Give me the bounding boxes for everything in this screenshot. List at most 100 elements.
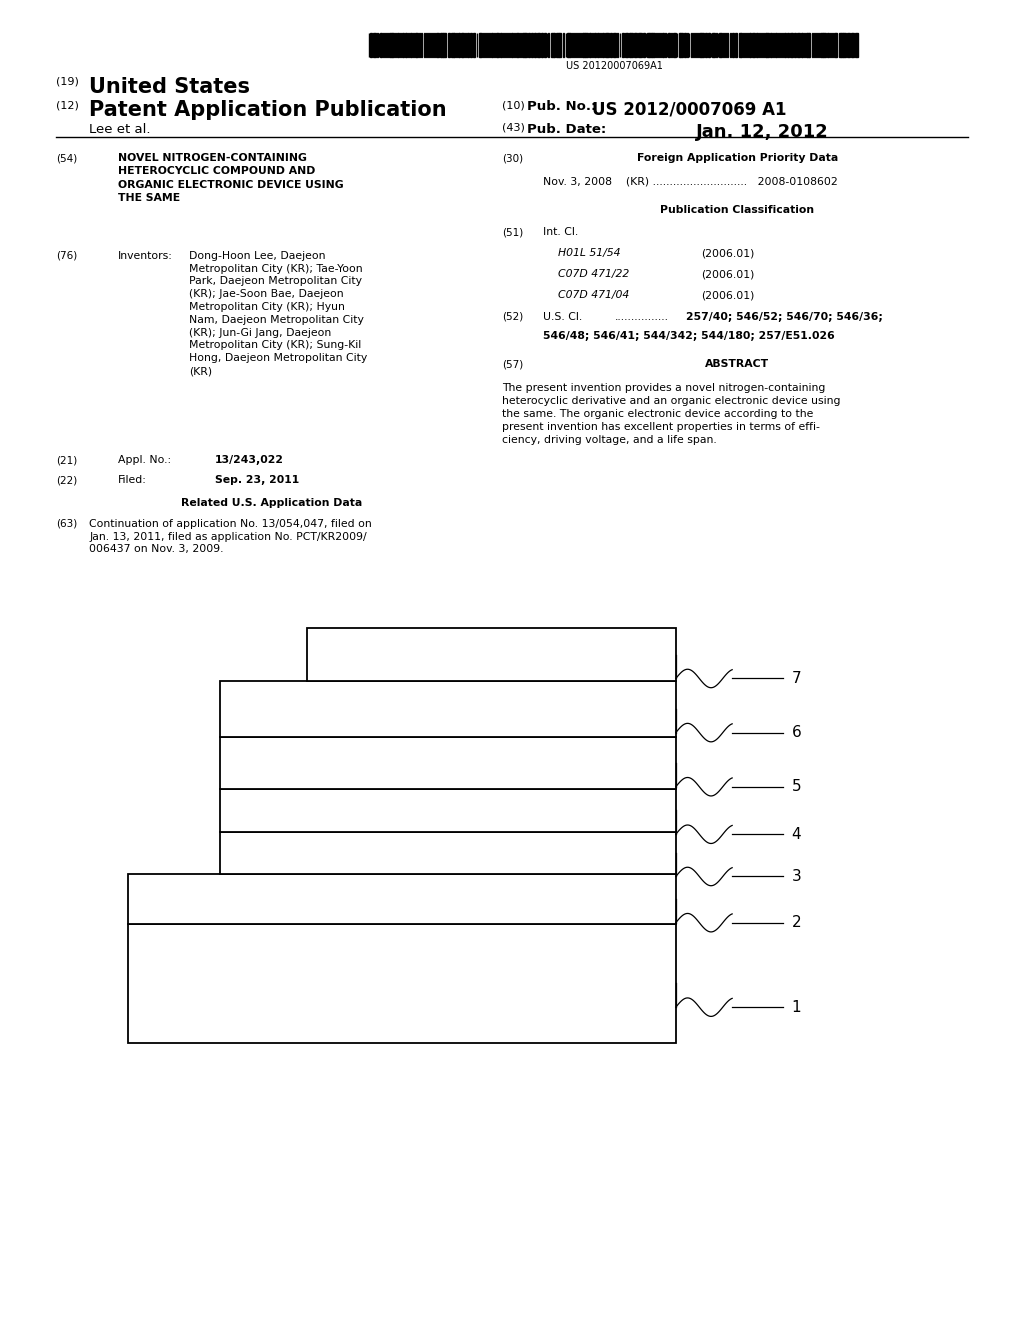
Bar xyxy=(447,33,451,57)
Bar xyxy=(525,33,526,57)
Bar xyxy=(847,33,850,57)
Bar xyxy=(551,33,554,57)
Bar xyxy=(735,33,737,57)
Bar xyxy=(607,33,609,57)
Bar xyxy=(855,33,858,57)
Text: (54): (54) xyxy=(56,153,78,164)
Bar xyxy=(597,33,599,57)
Bar xyxy=(732,33,734,57)
Bar xyxy=(766,33,769,57)
Text: 5: 5 xyxy=(792,779,801,795)
Bar xyxy=(774,33,777,57)
Bar xyxy=(463,33,464,57)
Text: (51): (51) xyxy=(502,227,523,238)
Bar xyxy=(701,33,705,57)
Text: Foreign Application Priority Data: Foreign Application Priority Data xyxy=(637,153,838,164)
Bar xyxy=(397,33,399,57)
Text: (22): (22) xyxy=(56,475,78,486)
Bar xyxy=(443,33,446,57)
Bar xyxy=(625,33,627,57)
Bar xyxy=(784,33,786,57)
Text: 4: 4 xyxy=(792,826,801,842)
Bar xyxy=(514,33,515,57)
Bar xyxy=(727,33,728,57)
Bar xyxy=(629,33,630,57)
Text: (57): (57) xyxy=(502,359,523,370)
Text: Continuation of application No. 13/054,047, filed on
Jan. 13, 2011, filed as app: Continuation of application No. 13/054,0… xyxy=(89,519,372,554)
Text: (30): (30) xyxy=(502,153,523,164)
Bar xyxy=(548,33,549,57)
Bar xyxy=(756,33,758,57)
Bar xyxy=(516,33,519,57)
Bar xyxy=(486,33,488,57)
Text: United States: United States xyxy=(89,77,250,96)
Text: (52): (52) xyxy=(502,312,523,322)
Bar xyxy=(716,33,717,57)
Bar xyxy=(671,33,673,57)
Bar xyxy=(665,33,666,57)
Bar xyxy=(421,33,423,57)
Text: US 2012/0007069 A1: US 2012/0007069 A1 xyxy=(592,100,786,119)
Bar xyxy=(402,33,404,57)
Text: (76): (76) xyxy=(56,251,78,261)
Text: Publication Classification: Publication Classification xyxy=(660,205,814,215)
Bar xyxy=(563,33,564,57)
Bar xyxy=(631,33,633,57)
Text: ABSTRACT: ABSTRACT xyxy=(706,359,769,370)
Bar xyxy=(610,33,612,57)
Bar xyxy=(643,33,644,57)
Bar xyxy=(652,33,655,57)
Bar xyxy=(839,33,841,57)
Text: Int. Cl.: Int. Cl. xyxy=(543,227,578,238)
Text: U.S. Cl.: U.S. Cl. xyxy=(543,312,582,322)
Bar xyxy=(786,33,790,57)
Bar xyxy=(568,33,571,57)
Text: (43): (43) xyxy=(502,123,524,133)
Bar xyxy=(647,33,648,57)
Text: (2006.01): (2006.01) xyxy=(701,248,755,259)
Text: (10): (10) xyxy=(502,100,524,111)
Bar xyxy=(739,33,740,57)
Bar xyxy=(617,33,618,57)
Bar xyxy=(770,33,772,57)
Bar xyxy=(380,33,382,57)
Bar xyxy=(415,33,416,57)
Bar xyxy=(430,33,431,57)
Text: 2: 2 xyxy=(792,915,801,931)
Bar xyxy=(742,33,744,57)
Bar xyxy=(433,33,435,57)
Bar xyxy=(586,33,588,57)
Bar xyxy=(419,33,420,57)
Bar xyxy=(779,33,781,57)
Bar xyxy=(802,33,804,57)
Bar xyxy=(400,33,401,57)
Bar xyxy=(371,33,372,57)
Bar xyxy=(636,33,637,57)
Bar xyxy=(537,33,539,57)
Bar xyxy=(752,33,755,57)
Text: Appl. No.:: Appl. No.: xyxy=(118,455,171,466)
Text: Filed:: Filed: xyxy=(118,475,146,486)
Text: Dong-Hoon Lee, Daejeon
Metropolitan City (KR); Tae-Yoon
Park, Daejeon Metropolit: Dong-Hoon Lee, Daejeon Metropolitan City… xyxy=(189,251,368,376)
Text: C07D 471/22: C07D 471/22 xyxy=(558,269,630,280)
Bar xyxy=(820,33,823,57)
Bar xyxy=(574,33,575,57)
Bar xyxy=(809,33,810,57)
Bar xyxy=(622,33,624,57)
Bar xyxy=(814,33,815,57)
Bar xyxy=(853,33,854,57)
Bar xyxy=(782,33,783,57)
Bar xyxy=(451,33,454,57)
Bar xyxy=(500,33,502,57)
Bar xyxy=(441,33,442,57)
Text: (2006.01): (2006.01) xyxy=(701,290,755,301)
Bar xyxy=(307,628,676,681)
Text: NOVEL NITROGEN-CONTAINING
HETEROCYCLIC COMPOUND AND
ORGANIC ELECTRONIC DEVICE US: NOVEL NITROGEN-CONTAINING HETEROCYCLIC C… xyxy=(118,153,343,203)
Bar xyxy=(578,33,579,57)
Bar xyxy=(527,33,530,57)
Bar xyxy=(470,33,472,57)
Bar xyxy=(392,33,393,57)
Bar xyxy=(816,33,817,57)
Bar xyxy=(417,33,419,57)
Text: (19): (19) xyxy=(56,77,79,87)
